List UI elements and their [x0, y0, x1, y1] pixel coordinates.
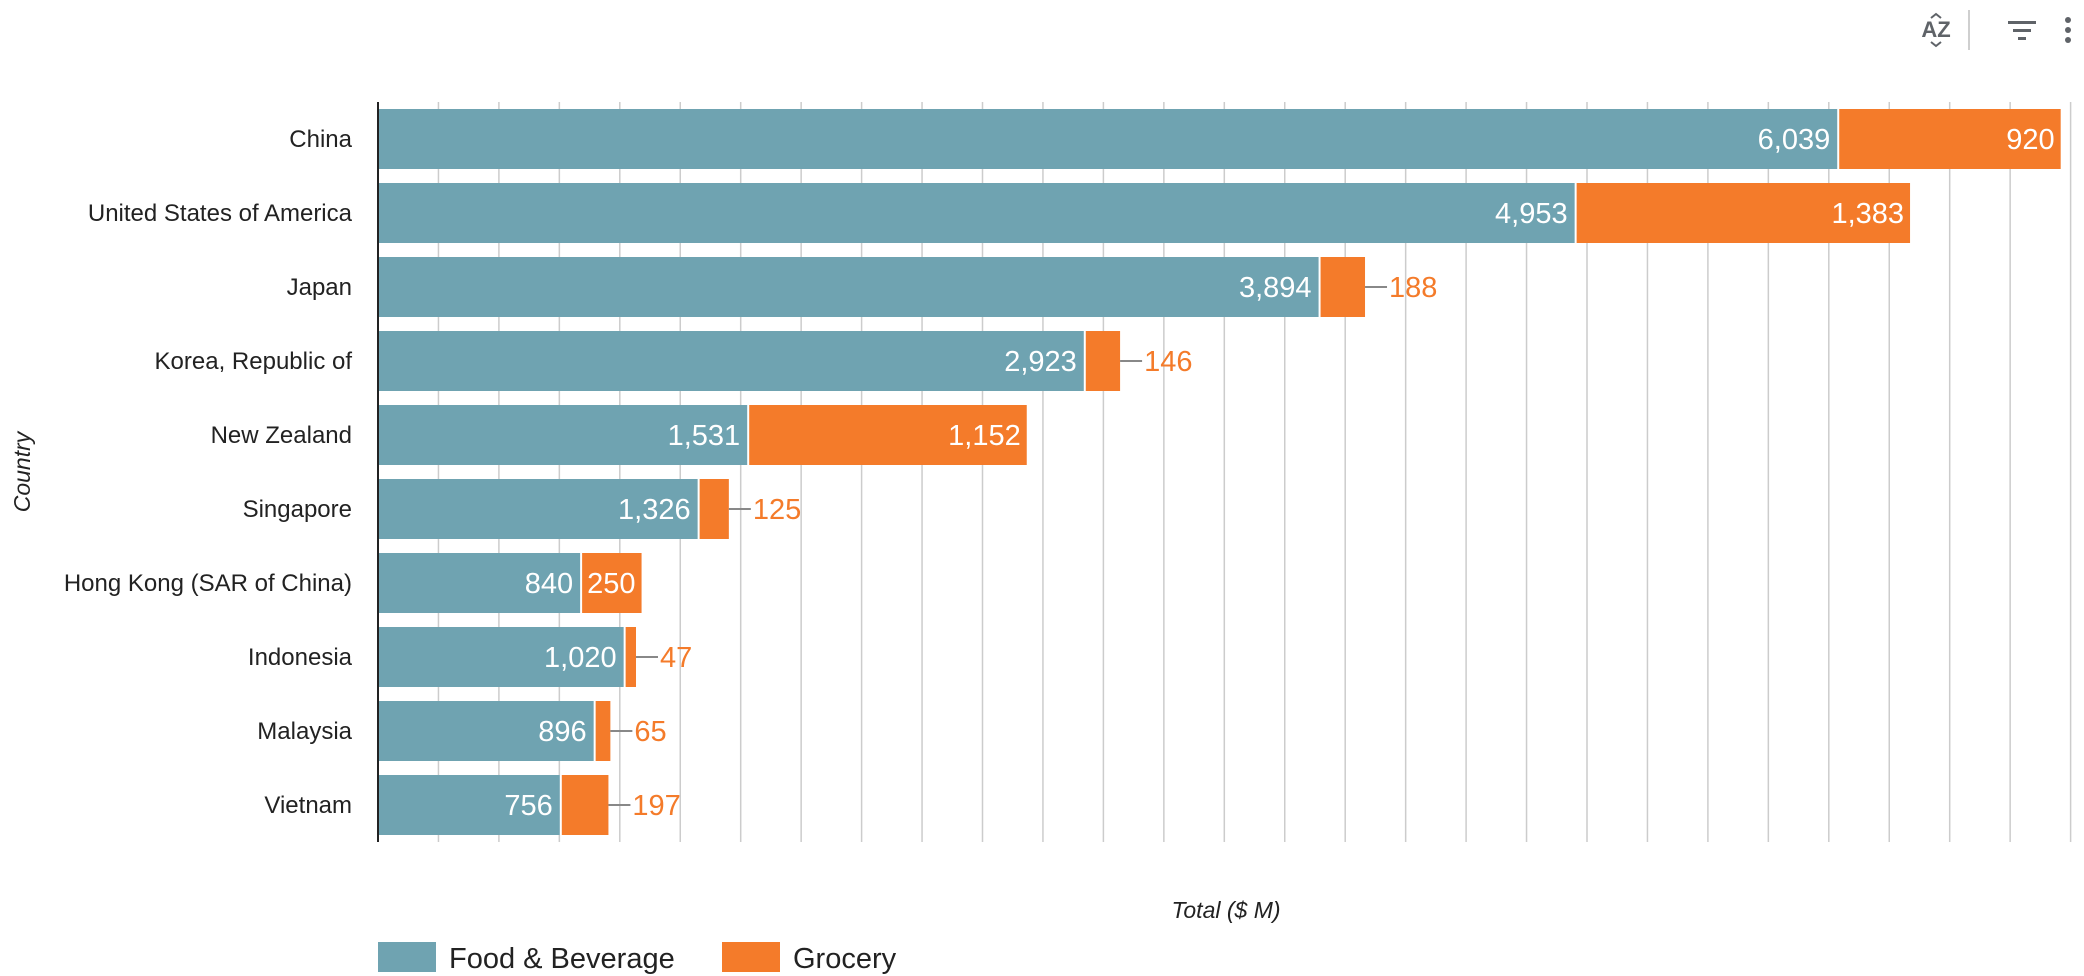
bar-food-beverage [378, 479, 699, 539]
data-label-grocery: 250 [587, 568, 635, 600]
legend-label-food-beverage: Food & Beverage [449, 943, 675, 975]
sort-az-icon: AZ [1921, 12, 1951, 48]
data-label-grocery: 197 [632, 790, 680, 822]
category-label: United States of America [88, 200, 353, 227]
category-label: Korea, Republic of [155, 348, 353, 375]
filter-icon [2008, 21, 2036, 40]
data-label-food-beverage: 840 [525, 568, 573, 600]
more-vert-icon [2065, 17, 2071, 43]
category-label: Vietnam [264, 792, 352, 819]
bar-food-beverage [378, 405, 749, 465]
category-label: Singapore [243, 496, 352, 523]
data-label-grocery: 47 [660, 642, 692, 674]
category-label: Indonesia [248, 644, 353, 671]
bar-grocery [1838, 109, 2061, 169]
data-label-grocery: 1,383 [1831, 198, 1904, 230]
bar-food-beverage [378, 109, 1839, 169]
bar-food-beverage [378, 331, 1085, 391]
legend-swatch-grocery [722, 942, 780, 972]
bar-food-beverage [378, 775, 561, 835]
legend-swatch-food-beverage [378, 942, 436, 972]
bar-grocery [560, 775, 609, 835]
data-label-grocery: 1,152 [948, 420, 1021, 452]
category-labels: China United States of America Japan Korea,… [64, 126, 353, 819]
bar-grocery [1084, 331, 1121, 391]
bar-grocery [594, 701, 611, 761]
data-label-food-beverage: 6,039 [1758, 124, 1831, 156]
data-label-food-beverage: 1,326 [618, 494, 691, 526]
data-label-grocery: 146 [1144, 346, 1192, 378]
data-label-food-beverage: 1,020 [544, 642, 617, 674]
bar-food-beverage [378, 627, 625, 687]
bar-grocery [581, 553, 642, 613]
legend: Food & Beverage Grocery [378, 942, 897, 975]
data-label-food-beverage: 3,894 [1239, 272, 1312, 304]
bar-grocery [748, 405, 1027, 465]
bar-grocery [1319, 257, 1366, 317]
bar-food-beverage [378, 257, 1320, 317]
bar-grocery [698, 479, 729, 539]
bars: 6,039 920 4,953 1,383 3,894 188 2,923 146 1,531 1… [378, 109, 2061, 835]
x-axis-title: Total ($ M) [1171, 897, 1280, 923]
data-label-grocery: 65 [634, 716, 666, 748]
category-label: Japan [287, 274, 352, 301]
filter-button[interactable] [2000, 8, 2044, 52]
data-label-grocery: 188 [1389, 272, 1437, 304]
toolbar-divider [1968, 10, 1970, 50]
bar-grocery [1575, 183, 1911, 243]
more-options-button[interactable] [2044, 8, 2084, 52]
category-label: Malaysia [257, 718, 352, 745]
chart-toolbar: AZ [1844, 0, 2084, 60]
data-label-grocery: 125 [753, 494, 801, 526]
data-label-food-beverage: 756 [504, 790, 552, 822]
bar-food-beverage [378, 701, 595, 761]
y-axis-title: Country [9, 430, 35, 512]
category-label: New Zealand [211, 422, 352, 449]
sort-az-button[interactable]: AZ [1914, 8, 1958, 52]
data-label-food-beverage: 4,953 [1495, 198, 1568, 230]
category-label: Hong Kong (SAR of China) [64, 570, 352, 597]
data-label-food-beverage: 1,531 [668, 420, 741, 452]
category-label: China [289, 126, 352, 153]
bar-food-beverage [378, 553, 582, 613]
bar-grocery [624, 627, 637, 687]
data-label-food-beverage: 2,923 [1004, 346, 1077, 378]
sort-az-text: AZ [1921, 17, 1950, 42]
legend-label-grocery: Grocery [793, 943, 897, 975]
data-label-grocery: 920 [2006, 124, 2054, 156]
bar-food-beverage [378, 183, 1576, 243]
data-label-food-beverage: 896 [538, 716, 586, 748]
